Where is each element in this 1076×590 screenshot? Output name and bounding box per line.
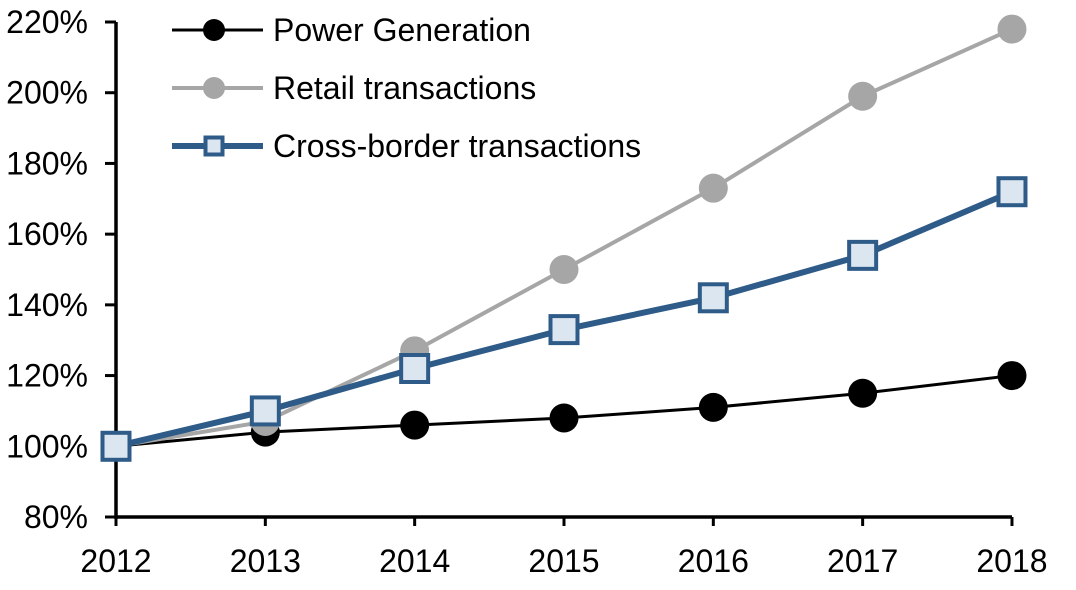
y-tick-label: 120% (6, 358, 88, 394)
legend-label: Cross-border transactions (273, 128, 641, 164)
square-marker (548, 314, 580, 346)
circle-marker (203, 77, 225, 99)
y-tick-label: 80% (24, 499, 88, 535)
circle-marker (997, 14, 1027, 44)
legend-label: Power Generation (273, 12, 531, 48)
y-tick-label: 100% (6, 428, 88, 464)
x-tick-label: 2017 (827, 543, 898, 579)
circle-marker (848, 81, 878, 111)
legend-item-cross-border-transactions: Cross-border transactions (172, 128, 641, 164)
x-tick-label: 2012 (80, 543, 151, 579)
series-cross-border-transactions (100, 176, 1028, 462)
x-tick-label: 2018 (976, 543, 1047, 579)
legend-item-power-generation: Power Generation (172, 12, 531, 48)
series-retail-transactions (101, 14, 1027, 461)
legend-item-retail-transactions: Retail transactions (172, 70, 536, 106)
y-tick-label: 200% (6, 75, 88, 111)
square-marker (203, 135, 225, 157)
square-marker (697, 282, 729, 314)
square-marker (847, 239, 879, 271)
circle-marker (997, 361, 1027, 391)
square-marker (249, 395, 281, 427)
circle-marker (549, 403, 579, 433)
x-tick-label: 2016 (678, 543, 749, 579)
y-tick-label: 140% (6, 287, 88, 323)
circle-marker (400, 410, 430, 440)
circle-marker (698, 392, 728, 422)
square-marker (399, 353, 431, 384)
y-tick-label: 220% (6, 4, 88, 40)
legend-label: Retail transactions (273, 70, 536, 106)
square-marker (100, 430, 132, 462)
circle-marker (698, 173, 728, 203)
legend: Power Generation Retail transactions Cross… (172, 12, 641, 164)
series-power-generation (101, 361, 1027, 461)
x-tick-label: 2014 (379, 543, 450, 579)
y-tick-label: 160% (6, 216, 88, 252)
series-retail-transactions-line (114, 27, 1014, 449)
x-tick-label: 2013 (230, 543, 301, 579)
square-marker (996, 176, 1028, 208)
circle-marker (203, 19, 225, 41)
x-tick-label: 2015 (528, 543, 599, 579)
circle-marker (549, 255, 579, 284)
y-tick-label: 180% (6, 145, 88, 181)
circle-marker (848, 378, 878, 408)
